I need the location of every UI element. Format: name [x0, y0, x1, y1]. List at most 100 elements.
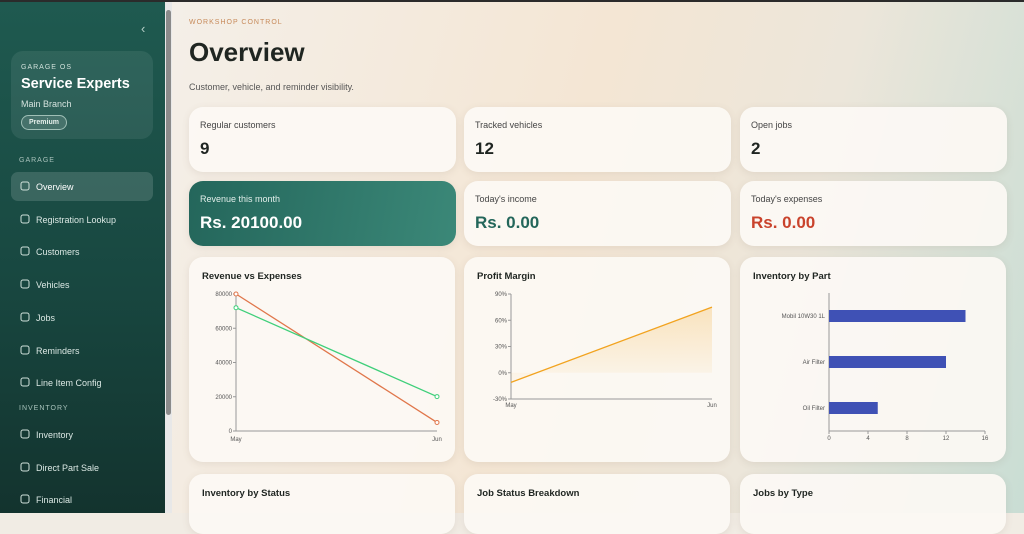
bar — [829, 356, 946, 368]
stat-value: Rs. 0.00 — [751, 213, 816, 232]
panel-card: Job Status Breakdown — [464, 474, 730, 534]
y-tick-label: Mobil 10W30 1L — [782, 314, 826, 320]
nav-label: Vehicles — [36, 280, 70, 291]
y-tick-label: 30% — [495, 345, 508, 351]
nav-label: Registration Lookup — [36, 214, 117, 225]
point — [434, 394, 440, 400]
stat-card: Today's expenses Rs. 0.00 — [740, 181, 1007, 246]
top-border — [0, 0, 1024, 2]
chart-card: Profit Margin -30% 0% 30% 60% 90% May Jun — [464, 257, 730, 462]
panel-title: Jobs by Type — [753, 488, 814, 499]
section-title: INVENTORY — [19, 404, 69, 412]
stat-value: Rs. 20100.00 — [200, 213, 303, 232]
stat-label: Revenue this month — [200, 194, 281, 204]
icon-shape — [20, 377, 30, 387]
stat-label: Tracked vehicles — [475, 120, 543, 130]
x-tick-label: May — [230, 437, 241, 443]
line — [235, 293, 438, 423]
stat-card: Regular customers 9 — [189, 107, 456, 172]
nav-icon — [20, 462, 30, 472]
nav-item[interactable]: Vehicles — [11, 270, 153, 299]
bar — [829, 402, 878, 414]
x-tick-label: 4 — [866, 436, 870, 442]
nav-icon — [20, 312, 30, 322]
stat-card: Revenue this month Rs. 20100.00 — [189, 181, 456, 246]
line — [510, 306, 713, 383]
icon-shape — [20, 494, 30, 504]
nav-icon — [20, 214, 30, 224]
nav-item[interactable]: Financial — [11, 485, 153, 514]
nav-label: Line Item Config — [36, 378, 102, 389]
stat-value: Rs. 0.00 — [475, 213, 540, 232]
panel-card: Jobs by Type — [740, 474, 1006, 534]
y-tick-label: Oil Filter — [803, 406, 825, 412]
nav-icon — [20, 246, 30, 256]
x-tick-label: 16 — [982, 436, 989, 442]
nav-label: Inventory — [36, 429, 74, 440]
nav-icon — [20, 279, 30, 289]
collapse-button[interactable]: ‹ — [141, 21, 146, 36]
nav-item[interactable]: Inventory — [11, 420, 153, 449]
panel-title: Inventory by Status — [202, 488, 291, 499]
y-tick-label: 60000 — [215, 326, 232, 332]
nav-item[interactable]: Direct Part Sale — [11, 453, 153, 482]
nav-item[interactable]: Reminders — [11, 336, 153, 365]
y-tick-label: 20000 — [215, 395, 232, 401]
y-tick-label: 0 — [229, 429, 233, 435]
y-tick-label: 40000 — [215, 361, 232, 367]
page-subtitle: Customer, vehicle, and reminder visibili… — [189, 82, 354, 92]
point — [233, 305, 239, 311]
nav-label: Jobs — [36, 312, 56, 323]
nav-item[interactable]: Jobs — [11, 303, 153, 332]
x-tick-label: 12 — [943, 436, 950, 442]
icon-shape — [20, 246, 30, 256]
nav-item[interactable]: Customers — [11, 237, 153, 266]
nav-item[interactable]: Line Item Config — [11, 368, 153, 397]
stat-card: Open jobs 2 — [740, 107, 1007, 172]
y-tick-label: 90% — [495, 292, 508, 298]
nav-label: Overview — [36, 182, 74, 192]
nav-icon — [20, 377, 30, 387]
y-tick-label: 60% — [495, 318, 508, 324]
nav-label: Reminders — [36, 345, 80, 356]
nav-label: Direct Part Sale — [36, 462, 100, 473]
stat-value: 2 — [751, 139, 761, 158]
chart-card: Revenue vs Expenses 0 20000 40000 60000 80000… — [189, 257, 455, 462]
icon-shape — [20, 345, 30, 354]
y-tick-label: 0% — [498, 371, 507, 377]
stat-label: Regular customers — [200, 120, 276, 130]
stat-label: Open jobs — [751, 120, 793, 130]
y-tick-label: 80000 — [215, 292, 232, 298]
brand-name: Service Experts — [21, 76, 130, 92]
icon-shape — [20, 462, 30, 472]
nav-item[interactable]: Registration Lookup — [11, 205, 153, 234]
x-tick-label: Jun — [707, 403, 717, 409]
stat-label: Today's income — [475, 194, 537, 204]
scroll-thumb[interactable] — [166, 10, 171, 415]
stat-value: 12 — [475, 139, 494, 158]
eyebrow: WORKSHOP CONTROL — [189, 19, 283, 26]
panel-title: Job Status Breakdown — [477, 488, 580, 499]
chart: Revenue vs Expenses 0 20000 40000 60000 80000… — [202, 271, 442, 443]
icon-shape — [20, 181, 30, 191]
x-tick-label: Jun — [432, 437, 442, 443]
stat-value: 9 — [200, 139, 210, 158]
icon-shape — [20, 429, 30, 439]
icon-shape — [20, 214, 30, 224]
stat-card: Today's income Rs. 0.00 — [464, 181, 731, 246]
chart: Profit Margin -30% 0% 30% 60% 90% May Jun — [477, 271, 717, 409]
scrollbar[interactable] — [165, 2, 172, 513]
nav-item[interactable]: Overview — [11, 172, 153, 201]
nav-label: Customers — [36, 247, 80, 258]
section-title: GARAGE — [19, 157, 55, 164]
point — [434, 419, 440, 425]
nav-label: Financial — [36, 495, 73, 506]
point — [233, 291, 239, 297]
chart-title: Inventory by Part — [753, 271, 831, 282]
nav-icon — [20, 181, 30, 191]
brand-card: GARAGE OS Service Experts Main Branch Pr… — [11, 51, 153, 139]
sidebar: ‹ GARAGE OS Service Experts Main Branch … — [0, 2, 165, 513]
nav-icon — [20, 494, 30, 504]
branch: Main Branch — [21, 99, 72, 109]
